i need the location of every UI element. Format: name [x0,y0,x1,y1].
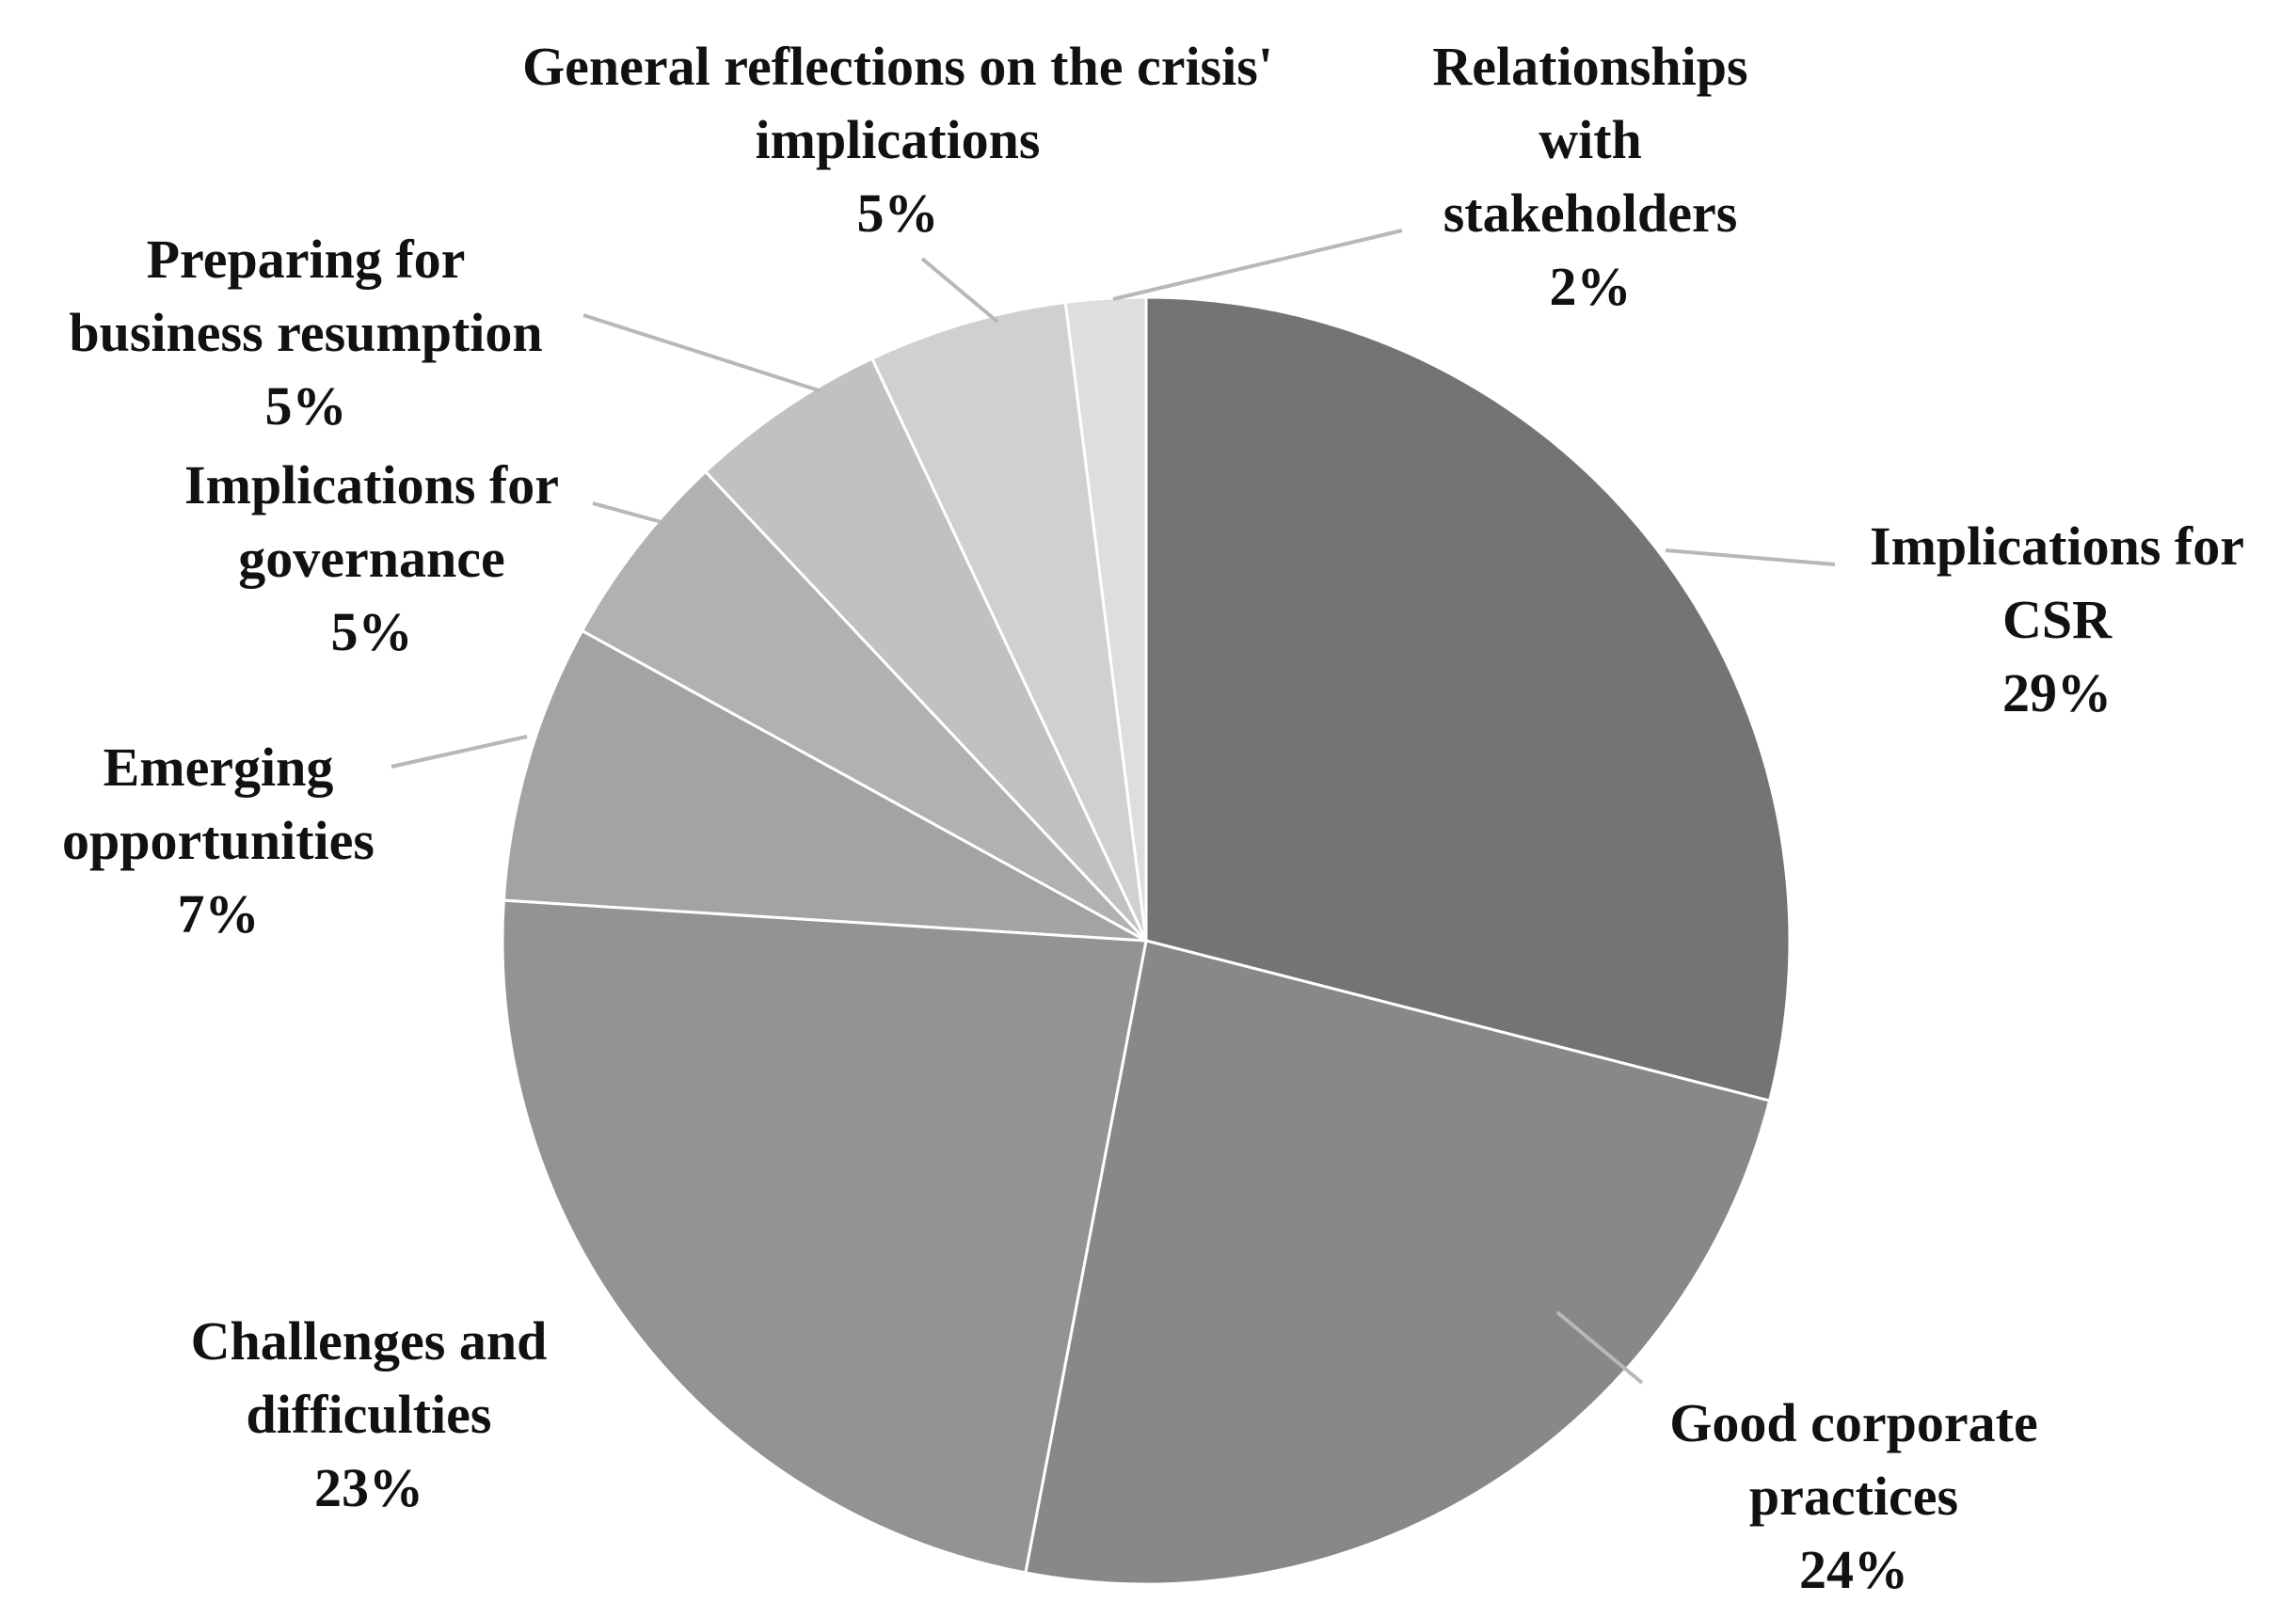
slice-label-7: General reflections on the crisis' implic… [522,36,1273,244]
slice-category-label: governance [238,528,505,589]
slice-percent-label: 5% [331,601,413,662]
slice-category-label: business resumption [69,302,542,363]
slice-category-label: Relationships [1432,36,1747,97]
slice-percent-label: 24% [1799,1539,1908,1600]
slice-percent-label: 29% [2002,662,2112,723]
leader-line-8 [1112,229,1403,301]
slice-category-label: difficulties [247,1384,492,1445]
leader-lines [391,229,1836,1385]
pie-slice-6 [703,357,1148,943]
slice-label-4: Emerging opportunities 7% [62,737,375,944]
leader-line-4 [391,735,528,769]
pie-slice-5 [580,469,1148,943]
pie-slice-2 [1024,939,1772,1586]
slice-category-label: Preparing for [147,229,466,290]
slice-category-label: Implications for [1870,516,2244,577]
slice-category-label: Good corporate [1669,1392,2037,1453]
slice-label-8: Relationships with stakeholders 2% [1432,36,1747,317]
slice-category-label: implications [756,109,1041,170]
slice-percent-label: 2% [1550,256,1632,317]
slice-label-1: Implications for CSR 29% [1870,516,2244,723]
leader-line-6 [582,313,820,392]
slice-labels: Implications for CSR 29% Good corporate prac… [62,36,2244,1600]
pie-slice-7 [869,300,1148,942]
slice-category-label: CSR [2002,589,2113,650]
pie-slice-3 [501,898,1148,1575]
slice-label-6: Preparing for business resumption 5% [69,229,542,436]
leader-line-7 [920,257,999,324]
slice-label-2: Good corporate practices 24% [1669,1392,2037,1600]
slice-category-label: opportunities [62,810,375,871]
pie-slices [501,295,1792,1586]
slice-category-label: Emerging [104,737,334,798]
slice-label-5: Implications for governance 5% [184,454,559,662]
slice-label-3: Challenges and difficulties 23% [191,1310,548,1518]
slice-category-label: stakeholders [1443,182,1738,244]
slice-category-label: Implications for [184,454,559,516]
slice-category-label: Challenges and [191,1310,548,1372]
slice-category-label: General reflections on the crisis' [522,36,1273,97]
leader-line-5 [592,501,662,524]
slice-percent-label: 7% [178,883,260,944]
pie-slice-1 [1144,295,1792,1102]
pie-slice-8 [1063,295,1148,942]
slice-percent-label: 5% [265,375,347,436]
leader-line-2 [1555,1310,1644,1385]
pie-slice-4 [502,628,1147,943]
slice-percent-label: 5% [857,182,939,244]
slice-category-label: with [1539,109,1642,170]
slice-category-label: practices [1749,1466,1958,1527]
slice-percent-label: 23% [314,1457,423,1518]
leader-line-1 [1665,548,1836,566]
